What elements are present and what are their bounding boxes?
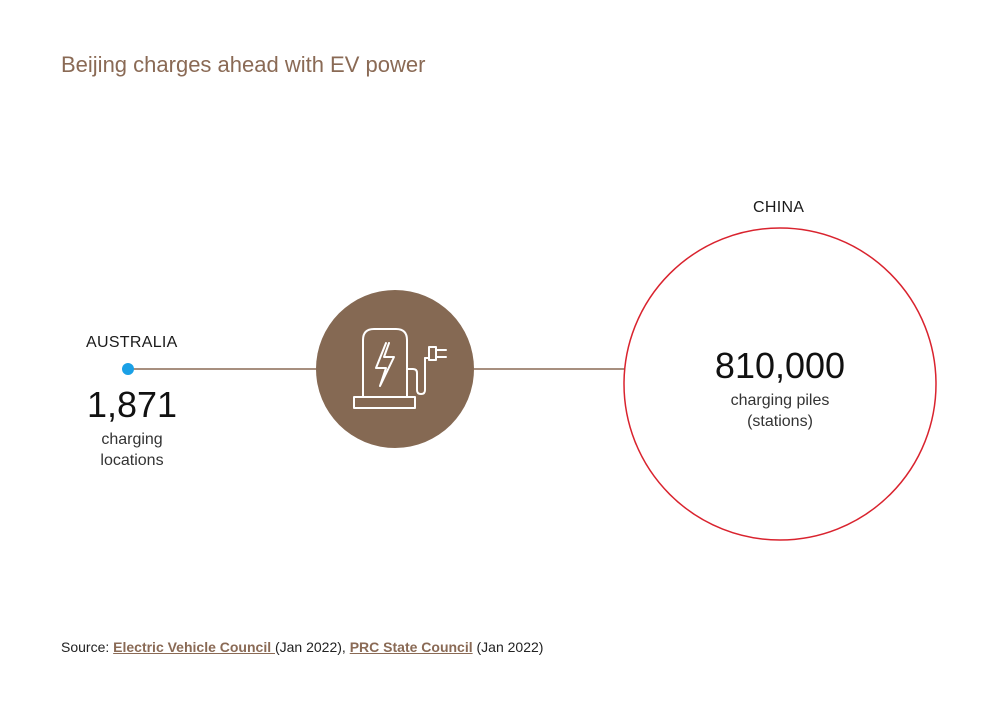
australia-unit-line-2: locations <box>100 452 164 469</box>
source-prefix: Source: <box>61 639 114 655</box>
source-date-1: (Jan 2022), <box>274 639 350 655</box>
source-link-ev-council[interactable]: Electric Vehicle Council <box>113 639 275 655</box>
china-label: CHINA <box>753 199 805 216</box>
china-unit: charging piles (stations) <box>700 390 860 432</box>
australia-unit: charging locations <box>82 429 182 471</box>
australia-unit-line-1: charging <box>101 431 163 448</box>
chart-title: Beijing charges ahead with EV power <box>61 52 426 77</box>
ev-charger-icon <box>316 290 474 448</box>
china-value: 810,000 <box>714 345 846 386</box>
china-bubble <box>623 227 937 541</box>
china-unit-line-2: (stations) <box>747 413 813 430</box>
australia-dot <box>122 363 134 375</box>
australia-value: 1,871 <box>86 384 178 425</box>
source-date-2: (Jan 2022) <box>472 639 544 655</box>
source-note: Source: Electric Vehicle Council (Jan 20… <box>61 639 543 655</box>
australia-label: AUSTRALIA <box>86 334 178 351</box>
china-unit-line-1: charging piles <box>730 392 830 409</box>
source-link-prc-state-council[interactable]: PRC State Council <box>349 639 473 655</box>
